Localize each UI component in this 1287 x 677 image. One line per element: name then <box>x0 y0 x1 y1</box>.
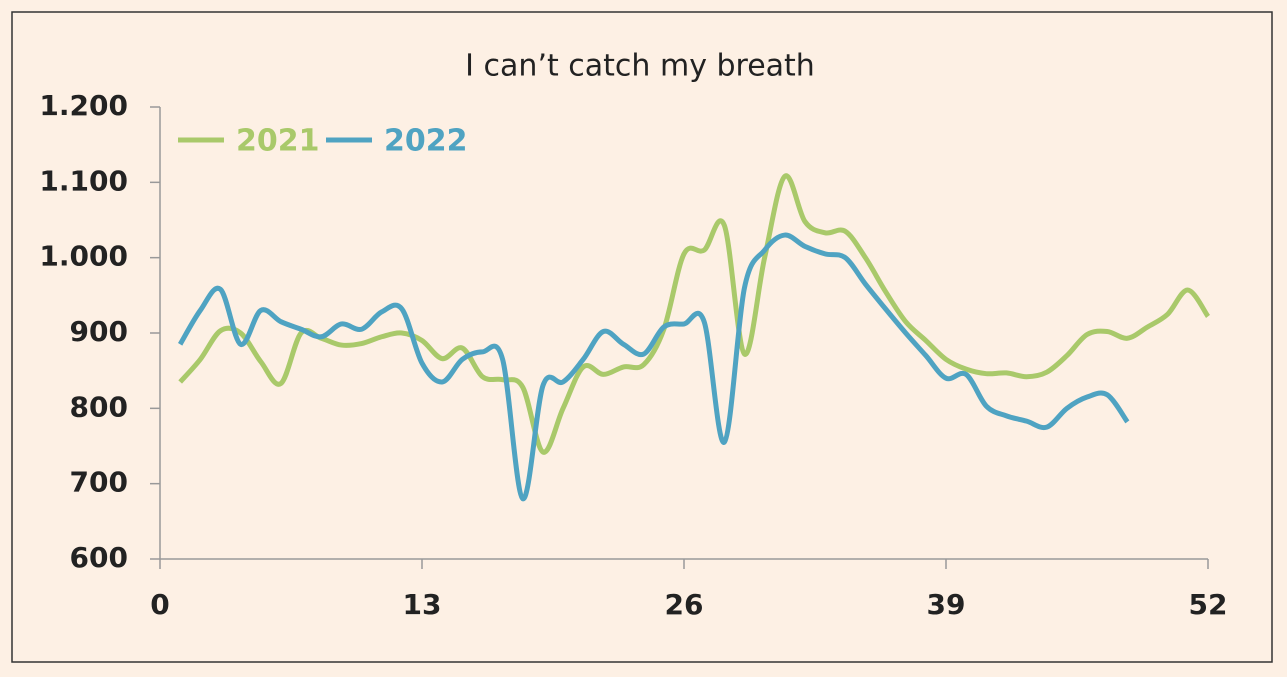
x-tick-label: 0 <box>150 588 169 621</box>
y-tick-label: 900 <box>70 315 128 348</box>
x-tick-label: 13 <box>403 588 442 621</box>
y-tick-label: 1.000 <box>39 240 128 273</box>
legend-label: 2021 <box>236 124 320 159</box>
chart-frame <box>11 11 1273 663</box>
y-tick-label: 800 <box>70 390 128 423</box>
line <box>178 173 1211 455</box>
y-tick-label: 1.100 <box>39 164 128 197</box>
y-tick-label: 1.200 <box>39 89 128 122</box>
line <box>177 232 1130 502</box>
x-tick-label: 39 <box>927 588 966 621</box>
y-tick-label: 600 <box>70 541 128 574</box>
chart-title: I can’t catch my breath <box>465 49 815 84</box>
legend-label: 2022 <box>384 124 468 159</box>
x-tick-label: 26 <box>665 588 704 621</box>
x-tick-label: 52 <box>1189 588 1228 621</box>
y-tick-label: 700 <box>70 466 128 499</box>
